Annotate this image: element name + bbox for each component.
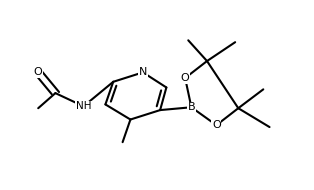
Text: B: B xyxy=(187,102,195,112)
Text: O: O xyxy=(181,73,190,83)
Text: NH: NH xyxy=(76,101,91,111)
Text: O: O xyxy=(212,120,221,130)
Text: N: N xyxy=(139,67,147,77)
Text: O: O xyxy=(34,67,43,77)
